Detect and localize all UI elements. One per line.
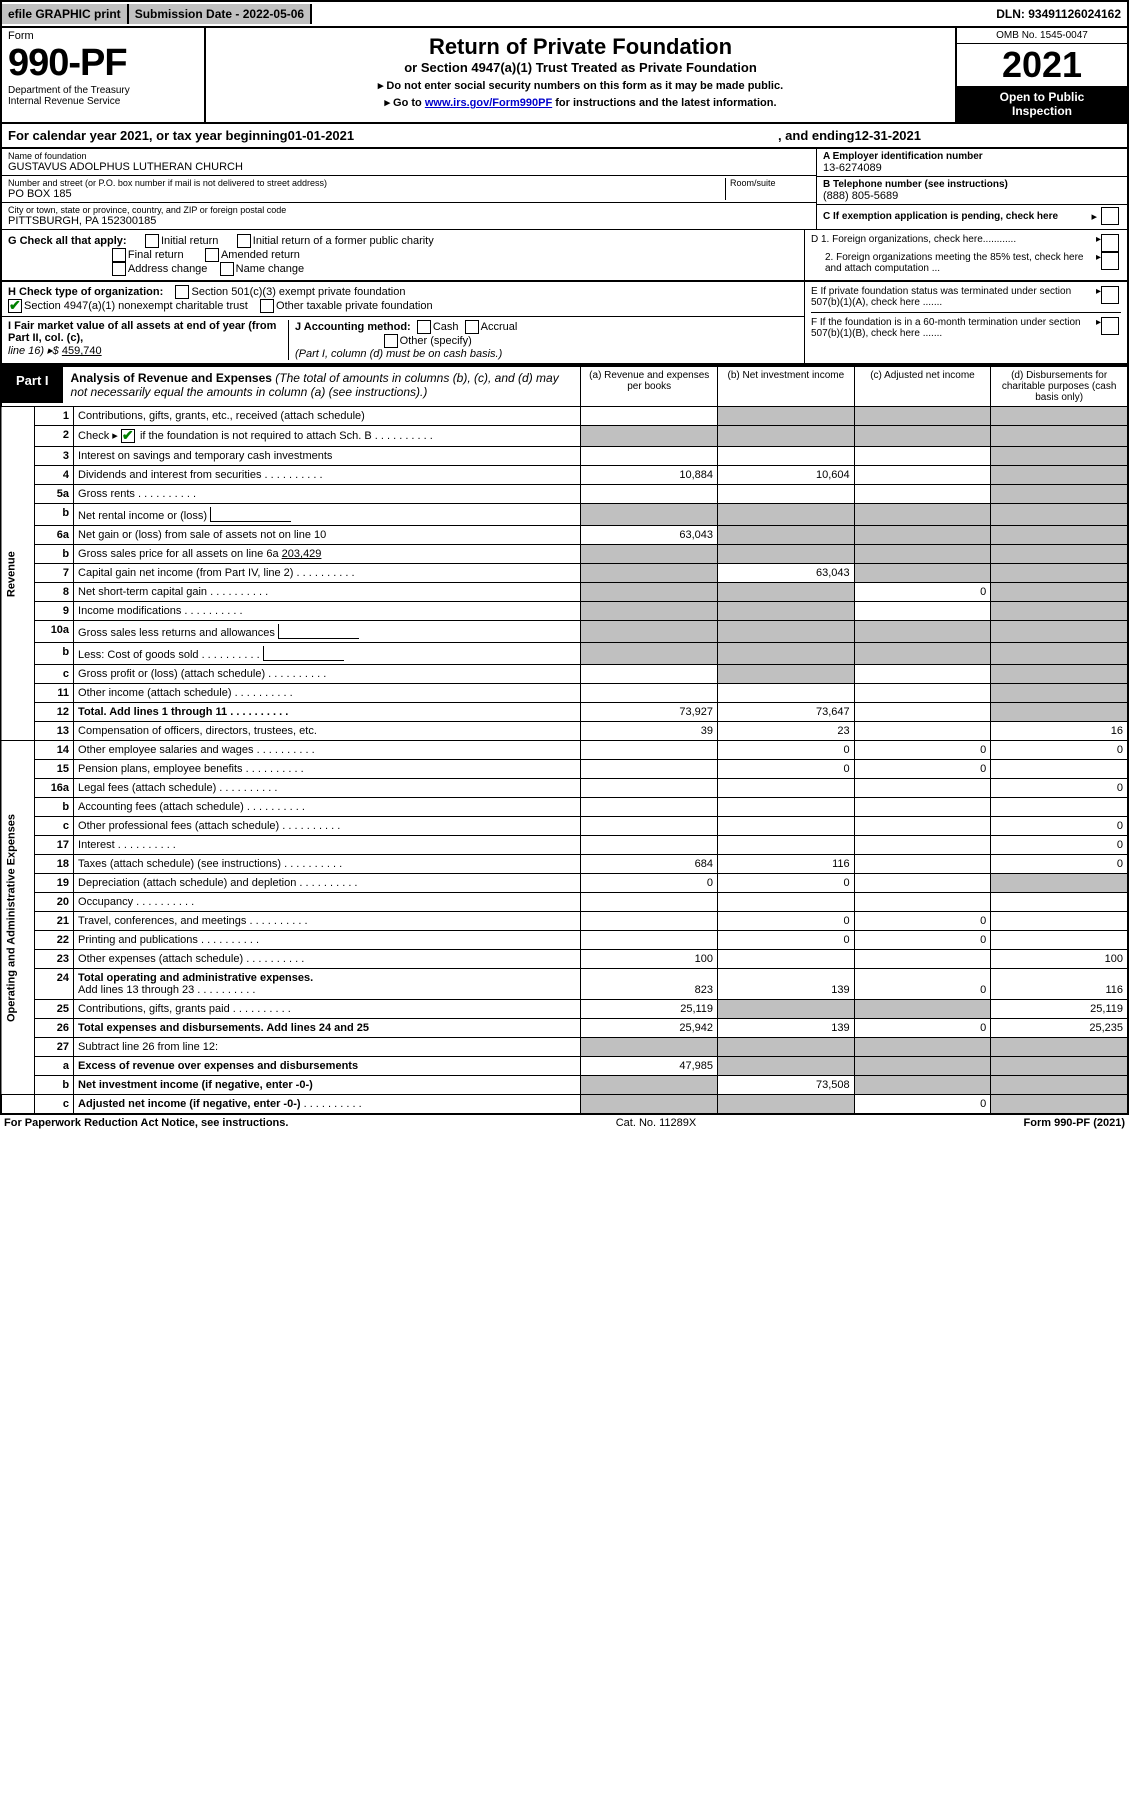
e-checkbox[interactable] [1101,286,1119,304]
part1-label: Part I [2,367,63,403]
paperwork-notice: For Paperwork Reduction Act Notice, see … [4,1117,288,1129]
j-other-checkbox[interactable] [384,334,398,348]
j-accrual-checkbox[interactable] [465,320,479,334]
g-label: G Check all that apply: [8,235,127,247]
ein-label: A Employer identification number [823,151,1121,162]
city: PITTSBURGH, PA 152300185 [8,215,810,227]
form-header: Form 990-PF Department of the Treasury I… [0,28,1129,124]
submission-date: Submission Date - 2022-05-06 [129,4,312,24]
phone: (888) 805-5689 [823,190,1121,202]
header-right: OMB No. 1545-0047 2021 Open to PublicIns… [955,28,1127,122]
d1-checkbox[interactable] [1101,234,1119,252]
schb-checkbox[interactable] [121,429,135,443]
f-checkbox[interactable] [1101,317,1119,335]
cat-no: Cat. No. 11289X [288,1117,1023,1129]
expenses-side-label: Operating and Administrative Expenses [1,741,34,1095]
form-ref: Form 990-PF (2021) [1024,1117,1125,1129]
g-name-checkbox[interactable] [220,262,234,276]
footer: For Paperwork Reduction Act Notice, see … [0,1115,1129,1131]
g-initial-former-checkbox[interactable] [237,234,251,248]
address-row: Number and street (or P.O. box number if… [2,176,816,203]
efile-label: efile GRAPHIC print [2,4,129,24]
addr-label: Number and street (or P.O. box number if… [8,178,725,188]
tax-year: 2021 [957,44,1127,86]
top-bar: efile GRAPHIC print Submission Date - 20… [0,0,1129,28]
dept-irs: Internal Revenue Service [8,96,198,107]
phone-row: B Telephone number (see instructions) (8… [817,177,1127,205]
city-label: City or town, state or province, country… [8,205,810,215]
name-label: Name of foundation [8,151,810,161]
city-row: City or town, state or province, country… [2,203,816,229]
section-c-row: C If exemption application is pending, c… [817,205,1127,227]
h-other-checkbox[interactable] [260,299,274,313]
col-d-header: (d) Disbursements for charitable purpose… [991,366,1128,407]
foundation-name: GUSTAVUS ADOLPHUS LUTHERAN CHURCH [8,161,810,173]
entity-block: Name of foundation GUSTAVUS ADOLPHUS LUT… [0,149,1129,229]
ein-row: A Employer identification number 13-6274… [817,149,1127,177]
h-4947-checkbox[interactable] [8,299,22,313]
spacer [312,11,990,17]
form-title: Return of Private Foundation [212,34,949,60]
revenue-side-label: Revenue [1,407,34,741]
check-section-g: G Check all that apply: Initial return I… [0,229,1129,282]
form-label: Form [8,30,198,42]
irs-link[interactable]: www.irs.gov/Form990PF [425,97,552,109]
g-amended-checkbox[interactable] [205,248,219,262]
g-final-checkbox[interactable] [112,248,126,262]
c-label: C If exemption application is pending, c… [823,211,1091,222]
col-c-header: (c) Adjusted net income [854,366,991,407]
form-number: 990-PF [8,42,198,85]
header-mid: Return of Private Foundation or Section … [206,28,955,122]
ein: 13-6274089 [823,162,1121,174]
header-left: Form 990-PF Department of the Treasury I… [2,28,206,122]
h-501c3-checkbox[interactable] [175,285,189,299]
g-address-checkbox[interactable] [112,262,126,276]
dln: DLN: 93491126024162 [990,4,1127,24]
room-suite: Room/suite [725,178,810,200]
g-initial-checkbox[interactable] [145,234,159,248]
address: PO BOX 185 [8,188,725,200]
open-inspection: Open to PublicInspection [957,86,1127,122]
hij-block: H Check type of organization: Section 50… [0,282,1129,365]
j-cash-checkbox[interactable] [417,320,431,334]
part1-table: Part I Analysis of Revenue and Expenses … [0,365,1129,1115]
foundation-name-row: Name of foundation GUSTAVUS ADOLPHUS LUT… [2,149,816,176]
dept-treasury: Department of the Treasury [8,85,198,96]
phone-label: B Telephone number (see instructions) [823,179,1121,190]
c-checkbox[interactable] [1101,207,1119,225]
ssn-warning: ▸ Do not enter social security numbers o… [212,79,949,92]
goto-note: ▸ Go to www.irs.gov/Form990PF for instru… [212,96,949,109]
col-a-header: (a) Revenue and expenses per books [581,366,718,407]
form-subtitle: or Section 4947(a)(1) Trust Treated as P… [212,60,949,75]
part1-title: Analysis of Revenue and Expenses (The to… [63,367,581,403]
d2-checkbox[interactable] [1101,252,1119,270]
omb-number: OMB No. 1545-0047 [957,28,1127,44]
col-b-header: (b) Net investment income [718,366,855,407]
calendar-year-row: For calendar year 2021, or tax year begi… [0,124,1129,149]
